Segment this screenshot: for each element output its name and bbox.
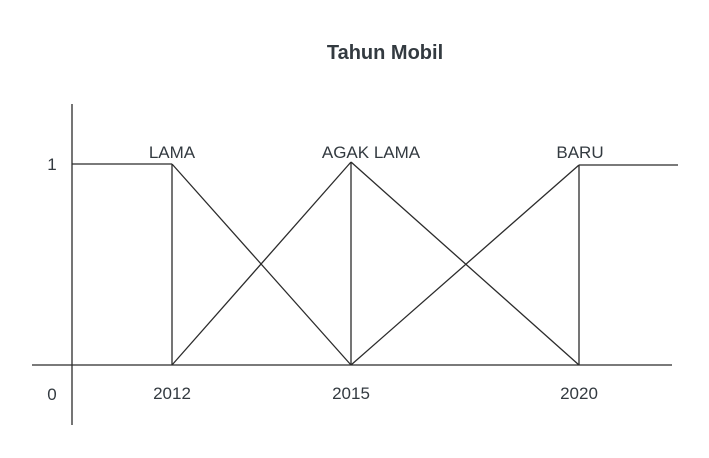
set-label-agak-lama: AGAK LAMA — [322, 143, 421, 162]
y-tick-1: 1 — [47, 155, 56, 174]
set-label-lama: LAMA — [149, 143, 196, 162]
lama-falling-edge — [171, 163, 352, 366]
x-tick-2015: 2015 — [332, 384, 370, 403]
agak-lama-falling-edge — [350, 161, 580, 366]
x-tick-2012: 2012 — [153, 384, 191, 403]
y-tick-0: 0 — [47, 385, 56, 404]
baru-rising-edge — [350, 164, 580, 366]
set-label-baru: BARU — [556, 143, 603, 162]
agak-lama-rising-edge — [171, 161, 352, 366]
chart-title: Tahun Mobil — [327, 42, 443, 64]
x-tick-2020: 2020 — [560, 384, 598, 403]
